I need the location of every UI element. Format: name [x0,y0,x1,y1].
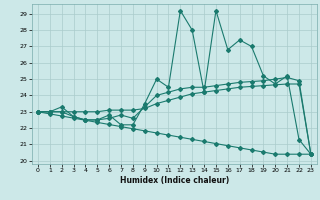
X-axis label: Humidex (Indice chaleur): Humidex (Indice chaleur) [120,176,229,185]
